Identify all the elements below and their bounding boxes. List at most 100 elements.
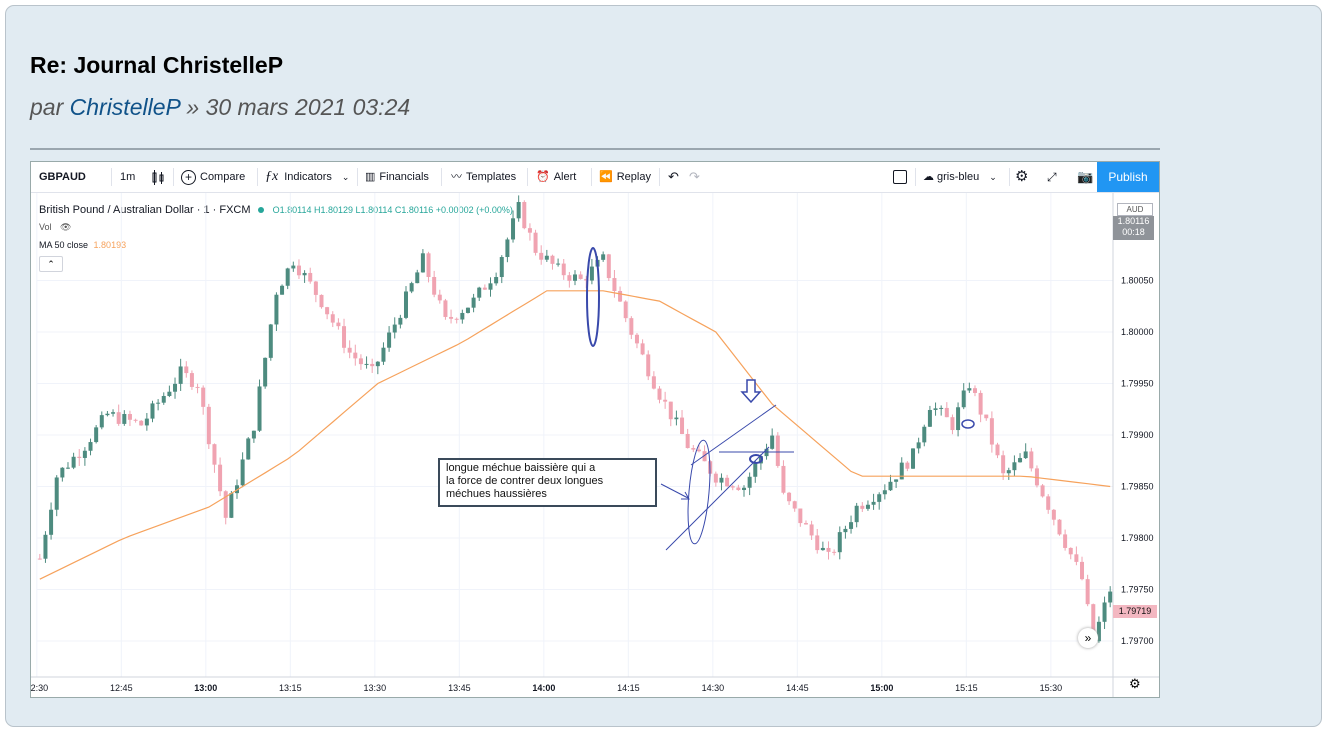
candle-body [578, 274, 583, 279]
axis-settings-gear-icon[interactable]: ⚙ [1129, 676, 1141, 691]
candle-body [178, 366, 183, 384]
candle-body [426, 253, 431, 277]
time-tick-label: 12:45 [110, 683, 133, 693]
candle-body [730, 486, 735, 488]
candle-body [702, 451, 707, 462]
candle-body [680, 417, 685, 434]
interval-button[interactable]: 1m [120, 171, 136, 183]
author-link[interactable]: ChristelleP [69, 94, 180, 120]
candle-body [1057, 519, 1062, 535]
candle-body [381, 347, 386, 362]
square-toggle-icon[interactable] [893, 162, 907, 192]
undo-icon[interactable]: ↶ [668, 169, 679, 184]
candle-body [206, 406, 211, 445]
candle-body [967, 388, 972, 391]
candle-body [43, 534, 48, 559]
candle-body [612, 278, 617, 291]
candle-body [82, 450, 87, 458]
candle-body [927, 409, 932, 427]
candle-body [556, 263, 561, 265]
candle-body [775, 435, 780, 466]
compare-button[interactable]: + Compare [181, 162, 245, 192]
cloud-icon: ☁ [923, 171, 934, 183]
ma-label: MA 50 close [39, 240, 89, 250]
candle-body [471, 297, 476, 308]
candle-body [494, 277, 499, 284]
price-tick-label: 1.79950 [1121, 379, 1154, 389]
legend-ohlc: O1.80114 H1.80129 L1.80114 C1.80116 +0.0… [272, 205, 513, 215]
candle-body [899, 462, 904, 480]
chevron-down-icon: ⌄ [341, 172, 350, 182]
currency-label[interactable]: AUD [1117, 203, 1153, 216]
candle-body [156, 402, 161, 404]
candle-body [657, 388, 662, 400]
scroll-to-realtime-button[interactable]: » [1078, 628, 1098, 648]
candle-body [488, 283, 493, 290]
candle-body [1051, 509, 1056, 520]
candle-body [387, 332, 392, 348]
redo-icon[interactable]: ↷ [689, 169, 700, 184]
candle-body [1080, 561, 1085, 580]
candle-body [663, 399, 668, 402]
candle-body [894, 479, 899, 482]
chart-toolbar: GBPAUD 1m + Compare ƒx Indicators ⌄ ▥ Financ… [31, 162, 1159, 193]
candle-body [511, 218, 516, 240]
candle-body [972, 388, 977, 393]
candle-body [798, 508, 803, 524]
toolbar-divider [527, 168, 528, 186]
candle-body [449, 316, 454, 319]
price-tick-label: 1.80000 [1121, 327, 1154, 337]
down-arrow-icon [740, 379, 762, 404]
templates-button[interactable]: 〰 Templates [451, 162, 516, 192]
financials-button[interactable]: ▥ Financials [365, 162, 429, 192]
candle-body [792, 501, 797, 509]
post-meta: par ChristelleP » 30 mars 2021 03:24 [30, 94, 410, 121]
annotation-line: méchues haussières [446, 488, 547, 500]
candle-body [550, 255, 555, 264]
chevron-up-icon: ⌃ [47, 259, 55, 269]
candle-body [815, 535, 820, 551]
candle-body [443, 300, 448, 317]
layout-button[interactable]: ☁ gris-bleu ⌄ [923, 162, 997, 192]
publish-button[interactable]: Publish [1097, 162, 1159, 192]
candle-body [522, 202, 527, 229]
candle-body [573, 274, 577, 281]
price-tick-label: 1.79750 [1121, 584, 1154, 594]
candle-body [787, 492, 792, 502]
candle-body [995, 444, 1000, 456]
candle-body [415, 272, 420, 284]
alert-button[interactable]: ⏰ Alert [536, 162, 576, 192]
candle-body [1012, 462, 1017, 471]
candle-body [770, 435, 775, 449]
candle-body [144, 418, 149, 426]
eye-hidden-icon[interactable]: 👁 [60, 222, 72, 232]
fullscreen-icon[interactable]: ⤢ [1047, 170, 1057, 184]
candle-body [1006, 470, 1011, 474]
candle-body [1018, 458, 1023, 463]
symbol-button[interactable]: GBPAUD [39, 171, 86, 183]
candle-body [736, 487, 741, 491]
candle-body [696, 449, 701, 452]
candles-icon[interactable] [151, 162, 165, 192]
replay-button[interactable]: ⏪ Replay [599, 162, 651, 192]
candle-body [640, 343, 645, 355]
camera-icon[interactable]: 📷 [1077, 169, 1094, 184]
candle-body [268, 324, 273, 358]
candle-body [240, 459, 245, 486]
candle-body [956, 407, 961, 431]
candle-body [195, 386, 200, 388]
indicators-button[interactable]: ƒx Indicators ⌄ [265, 162, 349, 192]
candle-body [99, 415, 104, 428]
candle-body [1034, 468, 1039, 486]
templates-icon: 〰 [451, 171, 462, 183]
drawing-ellipse-small [961, 419, 975, 429]
legend-symbol-row: British Pound / Australian Dollar · 1 · … [39, 204, 513, 216]
forum-post: Re: Journal ChristelleP par ChristelleP … [5, 5, 1322, 727]
time-tick-label: 15:00 [870, 683, 893, 693]
candle-body [595, 259, 600, 267]
gear-icon[interactable]: ⚙ [1015, 168, 1029, 185]
time-tick-label: 15:30 [1040, 683, 1063, 693]
time-tick-label: 14:00 [532, 683, 555, 693]
vol-label: Vol [39, 222, 52, 232]
collapse-legend-button[interactable]: ⌃ [39, 256, 63, 272]
